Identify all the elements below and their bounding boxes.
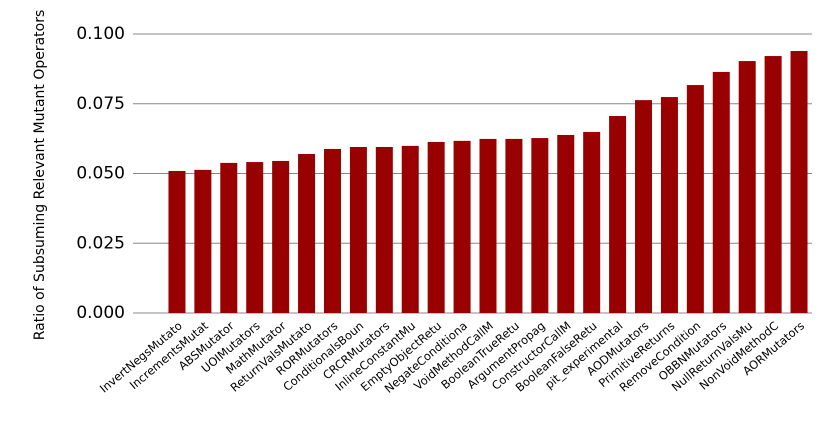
bar <box>609 116 627 313</box>
bar <box>453 140 471 313</box>
bar <box>272 160 290 313</box>
bar <box>427 141 445 313</box>
bar <box>712 71 730 313</box>
bar <box>246 162 264 313</box>
bar <box>220 162 238 313</box>
bar <box>168 170 186 313</box>
bar <box>401 145 419 313</box>
bar <box>479 138 497 313</box>
bar <box>375 146 393 313</box>
bar <box>764 56 782 313</box>
bar <box>660 97 678 313</box>
bar <box>298 153 316 313</box>
y-tick-label: 0.050 <box>76 164 125 184</box>
y-tick-label: 0.025 <box>76 233 125 253</box>
bar <box>531 138 549 313</box>
bar <box>505 138 523 313</box>
bar <box>194 169 212 313</box>
y-tick-label: 0.000 <box>76 303 125 323</box>
bar <box>635 100 653 313</box>
bar <box>557 134 575 313</box>
bar <box>349 146 367 313</box>
bar <box>686 85 704 313</box>
bar <box>583 131 601 313</box>
y-tick-label: 0.075 <box>76 94 125 114</box>
bar <box>738 61 756 313</box>
y-axis-label: Ratio of Subsuming Relevant Mutant Opera… <box>32 10 48 341</box>
bar <box>790 51 808 313</box>
bar <box>323 148 341 313</box>
y-tick-label: 0.100 <box>76 24 125 44</box>
